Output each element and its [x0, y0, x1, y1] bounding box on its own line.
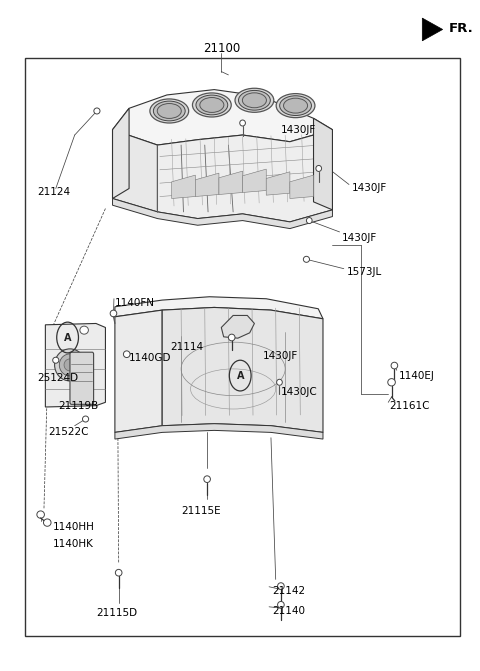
Ellipse shape: [200, 97, 224, 113]
Text: 21100: 21100: [203, 42, 240, 54]
Polygon shape: [157, 130, 333, 222]
Text: 21119B: 21119B: [58, 401, 98, 411]
FancyBboxPatch shape: [70, 352, 94, 405]
Polygon shape: [266, 172, 290, 195]
Polygon shape: [46, 323, 106, 407]
Ellipse shape: [240, 120, 245, 126]
Ellipse shape: [37, 511, 45, 518]
Text: 21522C: 21522C: [48, 427, 89, 437]
Ellipse shape: [306, 217, 312, 223]
Ellipse shape: [277, 601, 284, 608]
Text: 1140EJ: 1140EJ: [399, 370, 434, 380]
Ellipse shape: [64, 359, 76, 371]
Text: 1140HK: 1140HK: [52, 539, 93, 549]
Ellipse shape: [277, 582, 284, 589]
Polygon shape: [112, 108, 129, 199]
Polygon shape: [195, 173, 219, 197]
Text: 21140: 21140: [272, 606, 305, 616]
Ellipse shape: [94, 108, 100, 114]
Polygon shape: [219, 171, 242, 195]
Ellipse shape: [80, 326, 88, 334]
Ellipse shape: [55, 349, 85, 381]
Ellipse shape: [280, 96, 312, 115]
Polygon shape: [115, 423, 323, 439]
Polygon shape: [242, 169, 266, 193]
Text: 21142: 21142: [272, 586, 305, 596]
Ellipse shape: [83, 416, 89, 422]
Ellipse shape: [196, 95, 228, 115]
Ellipse shape: [53, 357, 59, 363]
Text: 21124: 21124: [37, 187, 70, 197]
Bar: [25, 58, 460, 636]
Text: A: A: [64, 333, 72, 342]
Text: 1430JF: 1430JF: [280, 125, 316, 135]
Ellipse shape: [157, 103, 181, 119]
Ellipse shape: [228, 334, 235, 341]
Ellipse shape: [239, 91, 270, 110]
Text: 21161C: 21161C: [389, 401, 430, 411]
Ellipse shape: [235, 89, 274, 112]
Ellipse shape: [154, 101, 185, 121]
Text: 1140GD: 1140GD: [129, 353, 171, 363]
Polygon shape: [290, 175, 313, 199]
Text: 21115D: 21115D: [96, 608, 138, 618]
Ellipse shape: [303, 256, 310, 262]
Polygon shape: [422, 18, 443, 41]
Text: 1140HH: 1140HH: [52, 522, 95, 532]
Polygon shape: [162, 307, 323, 432]
Text: 1573JL: 1573JL: [347, 267, 382, 277]
Ellipse shape: [391, 362, 398, 369]
Text: 21115E: 21115E: [181, 505, 221, 515]
Ellipse shape: [123, 351, 130, 358]
Ellipse shape: [110, 310, 117, 317]
Text: 1430JC: 1430JC: [280, 386, 317, 397]
Polygon shape: [115, 310, 162, 432]
Ellipse shape: [204, 476, 210, 482]
Ellipse shape: [388, 378, 396, 386]
Polygon shape: [313, 118, 333, 210]
Text: 1430JF: 1430JF: [351, 183, 386, 193]
Text: 1430JF: 1430JF: [263, 350, 298, 360]
Ellipse shape: [44, 519, 51, 526]
Polygon shape: [115, 297, 323, 319]
Polygon shape: [172, 175, 195, 199]
Polygon shape: [112, 90, 333, 145]
Polygon shape: [112, 199, 333, 229]
Ellipse shape: [284, 98, 308, 113]
Ellipse shape: [276, 379, 282, 385]
Text: 1430JF: 1430JF: [342, 233, 377, 243]
Ellipse shape: [60, 354, 81, 376]
Ellipse shape: [276, 93, 315, 117]
Ellipse shape: [115, 570, 122, 576]
Polygon shape: [221, 315, 254, 338]
Polygon shape: [112, 130, 157, 212]
Ellipse shape: [316, 166, 322, 172]
Ellipse shape: [150, 99, 189, 123]
Text: 1140FN: 1140FN: [115, 299, 155, 309]
Text: 25124D: 25124D: [37, 372, 78, 382]
Text: FR.: FR.: [448, 21, 473, 35]
Ellipse shape: [242, 93, 266, 108]
Ellipse shape: [192, 93, 231, 117]
Text: 21114: 21114: [171, 342, 204, 352]
Text: A: A: [237, 370, 244, 380]
